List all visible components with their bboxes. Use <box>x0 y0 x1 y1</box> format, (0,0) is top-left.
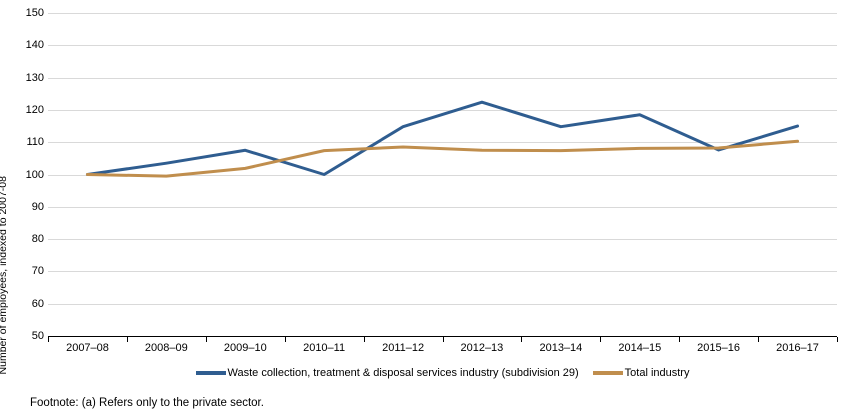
x-axis-tick <box>48 337 49 342</box>
legend-item: Waste collection, treatment & disposal s… <box>195 366 579 380</box>
x-axis-tick <box>758 337 760 342</box>
x-axis-tick <box>442 337 444 342</box>
y-axis-tick-label: 50 <box>31 330 44 342</box>
y-axis-tick-label: 100 <box>25 168 44 181</box>
y-axis-tick-label: 60 <box>31 297 44 310</box>
x-axis-tick <box>521 337 523 342</box>
gridline <box>48 109 837 111</box>
gridline <box>48 303 837 305</box>
x-axis-tick-label: 2010–11 <box>303 342 346 354</box>
legend-label: Waste collection, treatment & disposal s… <box>227 367 579 379</box>
x-axis-tick <box>837 337 838 342</box>
y-axis-tick-label: 150 <box>25 7 44 19</box>
x-axis-tick <box>363 337 365 342</box>
y-axis-tick-label: 120 <box>25 103 44 116</box>
legend: Waste collection, treatment & disposal s… <box>48 366 837 380</box>
legend-label: Total industry <box>624 367 690 379</box>
gridline <box>48 271 837 273</box>
gridline <box>48 142 837 144</box>
series-line <box>85 100 800 176</box>
series-line <box>85 139 800 178</box>
gridline <box>48 206 837 208</box>
y-axis-tick-label: 110 <box>26 136 44 149</box>
x-axis-tick <box>205 337 207 342</box>
legend-line-marker <box>592 371 623 375</box>
line-series <box>85 100 800 178</box>
x-axis-tick-label: 2016–17 <box>776 342 819 354</box>
gridline <box>48 45 837 47</box>
x-axis-tick-label: 2013–14 <box>539 342 583 354</box>
x-axis-tick <box>284 337 286 342</box>
y-axis-tick-label: 140 <box>25 39 44 52</box>
gridline <box>48 239 837 241</box>
legend-line-marker <box>195 371 226 375</box>
gridline <box>48 174 837 176</box>
x-axis-tick-label: 2008–09 <box>144 342 188 354</box>
gridline <box>48 13 837 14</box>
x-axis-tick-label: 2014–15 <box>618 342 662 354</box>
x-axis-tick-label: 2015–16 <box>697 342 740 354</box>
x-axis-tick <box>126 337 128 342</box>
x-axis-tick-label: 2012–13 <box>460 342 504 354</box>
x-axis-tick-label: 2011–12 <box>382 342 425 354</box>
y-axis-tick-label: 70 <box>31 265 44 278</box>
footnote: Footnote: (a) Refers only to the private… <box>30 397 264 409</box>
x-axis-tick-label: 2007–08 <box>66 342 109 354</box>
y-axis-tick-label: 80 <box>31 233 44 246</box>
legend-item: Total industry <box>592 366 690 380</box>
x-axis-tick-label: 2009–10 <box>223 342 267 354</box>
gridline <box>48 77 837 79</box>
plot-area <box>48 13 837 337</box>
x-axis-tick <box>600 337 602 342</box>
x-axis-tick <box>679 337 681 342</box>
y-axis-tick-label: 90 <box>31 200 44 213</box>
y-axis-tick-label: 130 <box>25 71 44 84</box>
